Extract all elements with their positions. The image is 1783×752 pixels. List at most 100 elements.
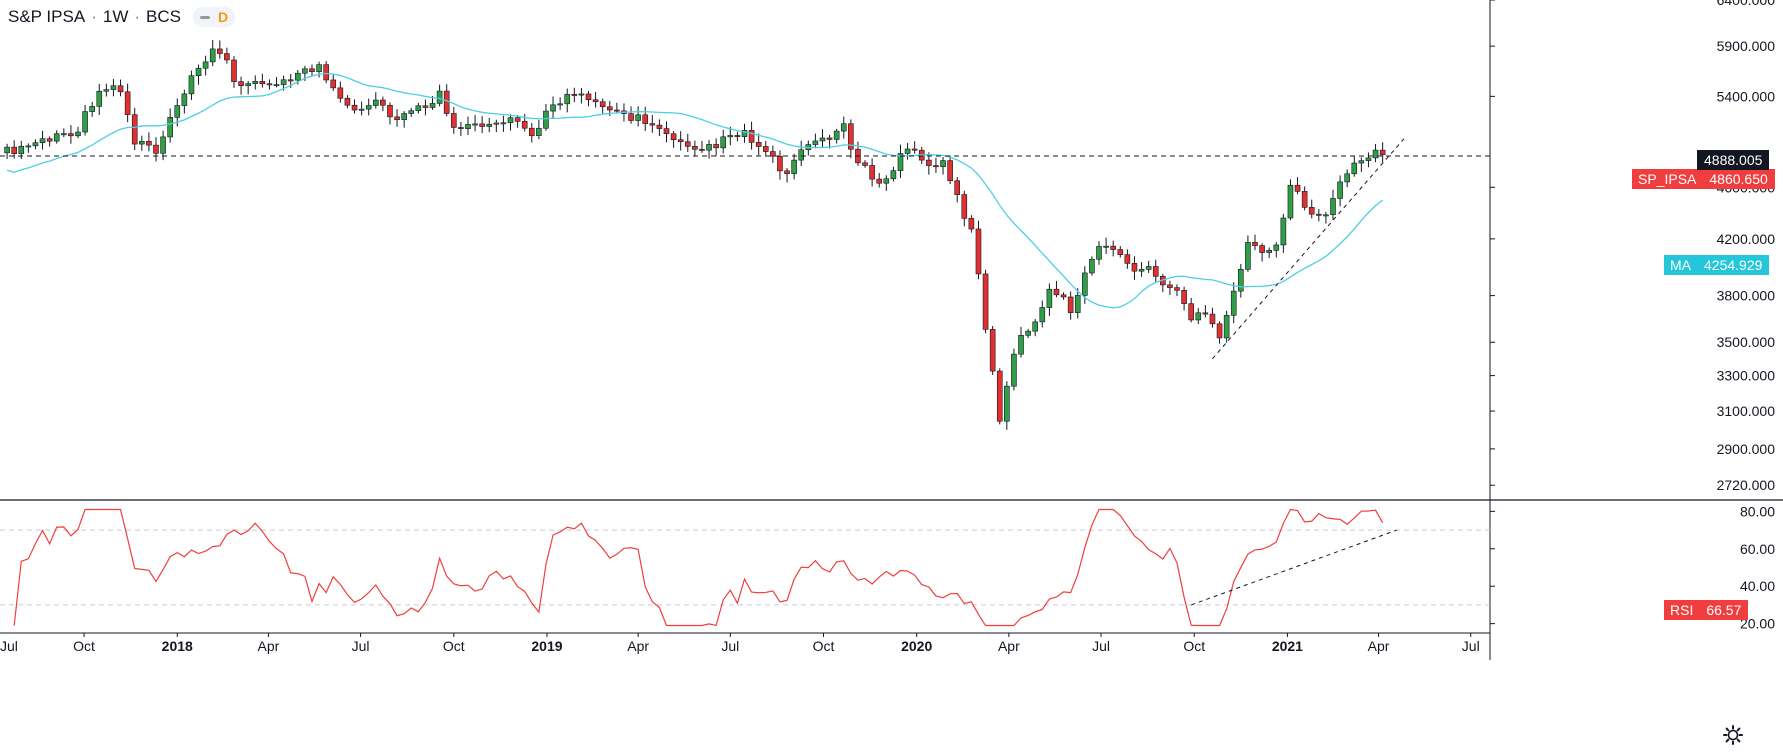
candle-down: [614, 109, 620, 112]
candle-down: [344, 97, 351, 106]
candle-down: [117, 85, 124, 93]
time-tick-label: Jul: [352, 638, 370, 654]
candle-up: [75, 131, 81, 137]
candle-down: [450, 113, 457, 128]
time-tick-label: Apr: [998, 638, 1020, 654]
candle-down: [663, 128, 670, 135]
candle-down: [309, 68, 315, 72]
candle-up: [791, 159, 797, 174]
candle-up: [1195, 312, 1202, 321]
time-tick-label: Jul: [1092, 638, 1110, 654]
candle-up: [25, 145, 32, 148]
interval-label[interactable]: 1W: [102, 7, 129, 26]
candle-down: [124, 91, 131, 115]
candle-up: [1082, 272, 1088, 296]
candle-up: [833, 130, 840, 140]
candle-down: [323, 64, 329, 81]
candle-down: [656, 124, 663, 129]
candle-down: [770, 151, 776, 157]
rsi-line: [13, 508, 1384, 627]
price-tick-label: 2900.000: [1717, 441, 1776, 457]
ma-price-tag: MA 4254.929: [1664, 255, 1770, 275]
candle-up: [415, 105, 422, 112]
candle-down: [684, 141, 691, 147]
status-pill[interactable]: D: [193, 7, 236, 27]
symbol-header[interactable]: S&P IPSA · 1W · BCS D: [8, 6, 236, 28]
candle-down: [330, 79, 337, 89]
rsi-tick-label: 80.00: [1740, 503, 1775, 519]
candle-down: [238, 81, 244, 86]
candle-down: [989, 329, 996, 372]
candle-down: [699, 148, 705, 151]
candle-up: [1280, 217, 1287, 246]
candle-down: [982, 273, 989, 330]
candle-up: [557, 103, 563, 106]
candle-down: [734, 135, 741, 137]
candle-down: [266, 83, 273, 86]
candle-down: [1117, 249, 1124, 255]
candle-up: [294, 72, 301, 81]
candle-up: [18, 145, 25, 154]
candle-up: [408, 110, 415, 114]
candle-up: [1223, 315, 1230, 339]
candle-down: [1188, 303, 1194, 321]
candle-up: [720, 136, 727, 149]
candle-up: [564, 94, 571, 105]
candle-up: [1103, 245, 1109, 248]
candle-up: [252, 81, 259, 84]
candle-down: [68, 133, 74, 137]
price-tick-label: 4200.000: [1717, 231, 1776, 247]
candle-up: [167, 117, 173, 138]
candle-up: [1266, 250, 1272, 253]
candle-down: [975, 228, 982, 275]
candle-down: [1174, 287, 1180, 291]
candle-down: [585, 93, 592, 101]
candle-up: [840, 123, 847, 132]
candle-down: [131, 114, 138, 145]
candle-up: [316, 64, 322, 72]
candle-up: [1245, 242, 1251, 270]
candle-down: [46, 138, 53, 142]
candle-down: [1379, 149, 1386, 156]
candle-up: [1018, 335, 1024, 355]
time-tick-label: 2019: [531, 638, 562, 654]
price-trendline: [1212, 138, 1405, 360]
candle-up: [1032, 321, 1039, 332]
candle-up: [1074, 295, 1081, 313]
candle-down: [848, 123, 854, 150]
rsi-value-tag: RSI 66.57: [1664, 600, 1749, 620]
candle-up: [550, 104, 556, 112]
candle-up: [1273, 244, 1280, 251]
symbol-name[interactable]: S&P IPSA: [8, 7, 86, 26]
data-mode-badge: D: [218, 9, 229, 25]
time-tick-label: 2018: [162, 638, 193, 654]
candle-down: [677, 139, 684, 143]
candle-down: [762, 146, 769, 152]
candle-up: [160, 136, 166, 154]
ma-tag-value: 4254.929: [1697, 255, 1770, 275]
candle-down: [337, 87, 344, 99]
price-tick-label: 3500.000: [1717, 334, 1776, 350]
price-tick-label: 3100.000: [1717, 403, 1776, 419]
time-tick-label: Oct: [813, 638, 835, 654]
candle-down: [1131, 263, 1138, 272]
candle-down: [926, 159, 932, 166]
candle-up: [82, 111, 88, 133]
candle-up: [578, 93, 585, 96]
price-tick-label: 3800.000: [1717, 288, 1776, 304]
candle-down: [968, 218, 975, 230]
candle-down: [670, 133, 677, 141]
candle-up: [202, 61, 209, 69]
candle-up: [358, 108, 365, 111]
candle-up: [1145, 266, 1152, 270]
rsi-tag-name: RSI: [1664, 600, 1700, 620]
candle-up: [1138, 269, 1145, 272]
settings-gear-icon[interactable]: [1722, 724, 1744, 746]
ma-line: [6, 72, 1384, 309]
time-tick-label: Jul: [721, 638, 739, 654]
candle-up: [32, 142, 39, 147]
candle-up: [1039, 307, 1046, 323]
candle-up: [1287, 184, 1294, 219]
candle-up: [1330, 198, 1336, 216]
